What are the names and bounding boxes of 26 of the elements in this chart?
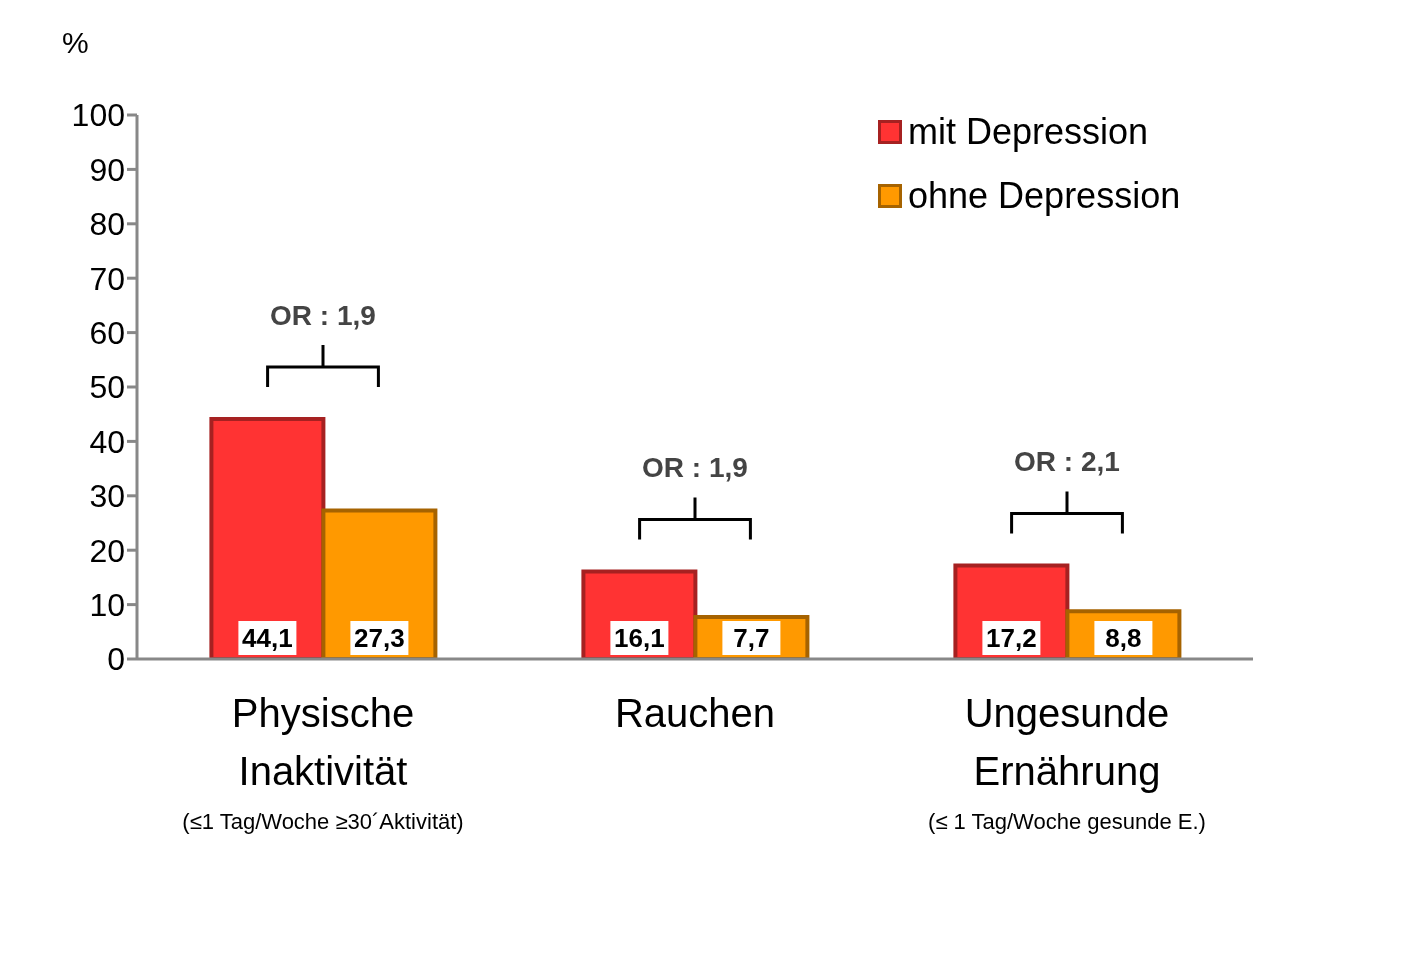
y-axis-title: % xyxy=(62,26,89,60)
legend-label: ohne Depression xyxy=(908,175,1181,217)
y-tick-label: 80 xyxy=(89,206,125,243)
y-tick-label: 20 xyxy=(89,532,125,569)
y-tick-label: 50 xyxy=(89,369,125,406)
annotation: OR : 1,9 xyxy=(642,452,748,484)
y-tick-label: 30 xyxy=(89,478,125,515)
x-tick-label: Physische Inaktivität (≤1 Tag/Woche ≥30´Aktivität) xyxy=(182,691,464,834)
data-label: 44,1 xyxy=(242,623,293,653)
y-tick-label: 0 xyxy=(107,641,125,678)
data-label: 16,1 xyxy=(614,623,665,653)
y-tick-label: 90 xyxy=(89,151,125,188)
annotation: OR : 2,1 xyxy=(1014,446,1120,478)
y-tick-label: 70 xyxy=(89,260,125,297)
annotation: OR : 1,9 xyxy=(270,300,376,332)
x-tick-label: Rauchen xyxy=(614,691,776,735)
y-tick-label: 60 xyxy=(89,314,125,351)
data-label: 8,8 xyxy=(1105,623,1142,653)
y-tick-label: 40 xyxy=(89,423,125,460)
data-label: 17,2 xyxy=(986,623,1037,653)
data-label: 27,3 xyxy=(354,623,405,653)
y-tick-label: 100 xyxy=(71,97,125,134)
y-tick-label: 10 xyxy=(89,586,125,623)
data-label: 7,7 xyxy=(733,623,770,653)
x-tick-label: Ungesunde Ernährung (≤ 1 Tag/Woche gesunde E.) xyxy=(928,691,1206,834)
legend-label: mit Depression xyxy=(908,111,1149,153)
